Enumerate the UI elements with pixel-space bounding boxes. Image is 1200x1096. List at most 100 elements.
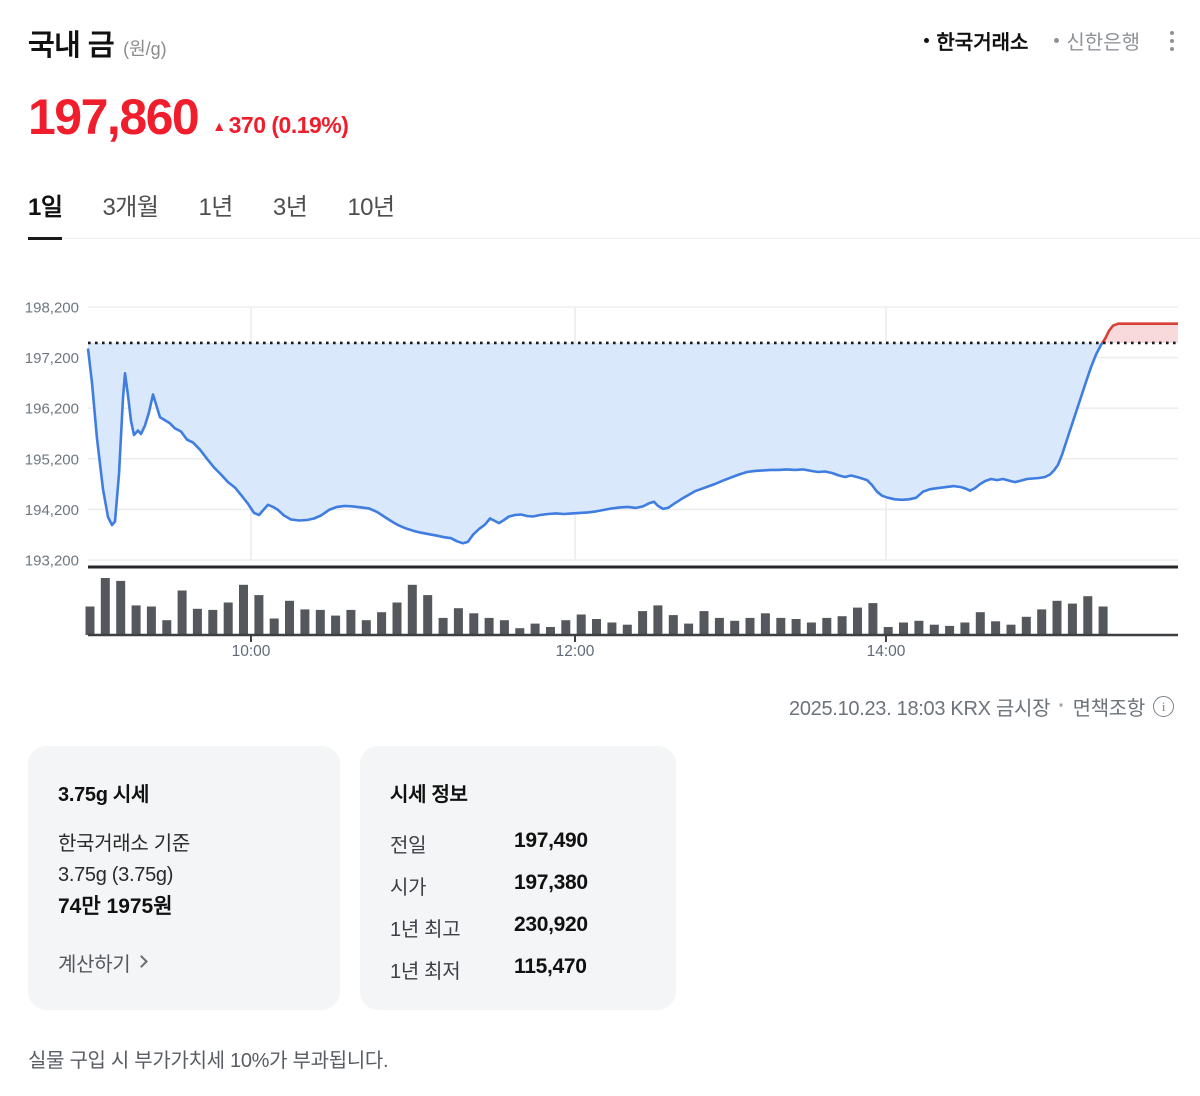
volume-bar bbox=[100, 578, 110, 635]
x-axis-label: 12:00 bbox=[556, 643, 595, 660]
volume-bar bbox=[592, 619, 601, 635]
source-option-shinhan[interactable]: 신한은행 bbox=[1054, 26, 1140, 55]
volume-bar bbox=[745, 617, 755, 635]
volume-bar bbox=[131, 605, 141, 635]
price-block: 197,860 ▲ 370 (0.19%) bbox=[28, 92, 349, 142]
chevron-right-icon bbox=[135, 955, 149, 968]
volume-bar bbox=[730, 620, 740, 636]
volume-bar bbox=[638, 611, 648, 635]
area-above-ref bbox=[1102, 323, 1178, 343]
volume-bar bbox=[561, 620, 571, 635]
x-axis-label: 10:00 bbox=[232, 643, 271, 660]
volume-bar bbox=[622, 624, 632, 635]
volume-bar bbox=[776, 617, 786, 635]
page-title-unit: (원/g) bbox=[123, 39, 167, 59]
quote-price: 74만 1975원 bbox=[58, 895, 173, 918]
volume-bar bbox=[822, 617, 832, 635]
volume-bar bbox=[300, 609, 310, 636]
volume-bar bbox=[760, 613, 770, 635]
volume-bar bbox=[208, 609, 218, 635]
card-375g-quote: 3.75g 시세 한국거래소 기준 3.75g (3.75g) 74만 1975… bbox=[28, 746, 340, 1010]
volume-bar bbox=[914, 620, 924, 636]
volume-bar bbox=[791, 619, 801, 635]
volume-bar bbox=[515, 628, 525, 635]
y-axis-label: 197,200 bbox=[25, 350, 79, 367]
source-option-krx[interactable]: 한국거래소 bbox=[924, 26, 1028, 55]
volume-bar bbox=[361, 620, 371, 635]
quote-basis: 한국거래소 기준 bbox=[58, 833, 190, 855]
volume-bar bbox=[453, 608, 463, 635]
volume-bar bbox=[239, 584, 248, 635]
volume-bar bbox=[285, 600, 294, 635]
volume-bar bbox=[576, 614, 586, 635]
volume-bar bbox=[254, 595, 264, 635]
info-row-52w-low: 1년 최저 115,470 bbox=[390, 955, 587, 983]
volume-bar bbox=[945, 625, 955, 635]
volume-bar bbox=[377, 612, 387, 635]
volume-bar bbox=[668, 615, 678, 635]
price-chart-canvas[interactable]: 198,200 197,200 196,200 195,200 194,200 193,2… bbox=[0, 290, 1200, 670]
volume-bar bbox=[1083, 596, 1093, 635]
volume-bar bbox=[162, 620, 172, 635]
y-axis-label: 195,200 bbox=[25, 451, 79, 468]
info-row-52w-high: 1년 최고 230,920 bbox=[390, 913, 588, 941]
volume-bar bbox=[177, 590, 187, 635]
volume-bar bbox=[1098, 606, 1108, 635]
tab-3years[interactable]: 3년 bbox=[272, 194, 308, 221]
volume-bar bbox=[315, 609, 325, 635]
volume-bar bbox=[1021, 616, 1031, 635]
volume-bar bbox=[806, 622, 816, 635]
tab-3months[interactable]: 3개월 bbox=[102, 194, 159, 221]
calculate-link[interactable]: 계산하기 bbox=[58, 948, 310, 977]
tab-10years[interactable]: 10년 bbox=[347, 194, 395, 221]
volume-bar bbox=[499, 620, 509, 635]
card-title: 시세 정보 bbox=[390, 784, 468, 806]
volume-bar bbox=[960, 622, 970, 635]
y-axis-label: 194,200 bbox=[25, 502, 79, 519]
volume-bar bbox=[331, 615, 341, 635]
x-axis-label: 14:00 bbox=[867, 643, 906, 660]
more-menu-icon[interactable] bbox=[1166, 29, 1178, 53]
volume-bar bbox=[192, 608, 202, 635]
period-tabs: 1일 3개월 1년 3년 10년 bbox=[28, 183, 1200, 240]
info-row-prev-close: 전일 197,490 bbox=[390, 829, 588, 857]
tab-1day[interactable]: 1일 bbox=[28, 183, 63, 240]
dot-separator: · bbox=[1058, 695, 1065, 717]
bullet-icon bbox=[924, 38, 930, 43]
calculate-link-label: 계산하기 bbox=[58, 953, 131, 976]
info-icon[interactable]: i bbox=[1153, 696, 1174, 717]
page-title: 국내 금 bbox=[28, 30, 115, 62]
volume-bar bbox=[853, 607, 862, 635]
y-axis-label: 193,200 bbox=[25, 553, 79, 570]
up-arrow-icon: ▲ bbox=[212, 117, 226, 134]
volume-bar bbox=[714, 617, 724, 635]
volume-bar bbox=[684, 623, 694, 635]
chart-stamp: 2025.10.23. 18:03 KRX 금시장 · 면책조항 i bbox=[789, 692, 1174, 721]
volume-bar bbox=[883, 627, 893, 635]
tab-1year[interactable]: 1년 bbox=[198, 194, 233, 221]
bullet-icon bbox=[1054, 38, 1060, 43]
volume-bar bbox=[546, 627, 555, 635]
volume-bar bbox=[346, 609, 356, 635]
volume-bar bbox=[929, 624, 939, 635]
disclaimer-link[interactable]: 면책조항 bbox=[1072, 698, 1146, 720]
volume-bar bbox=[484, 617, 494, 635]
price-change-text: 370 (0.19%) bbox=[228, 112, 349, 138]
y-axis-label: 198,200 bbox=[25, 300, 79, 317]
volume-bar bbox=[407, 584, 417, 635]
volume-bar bbox=[392, 602, 402, 635]
volume-bar bbox=[146, 606, 156, 635]
area-below-ref bbox=[88, 342, 1178, 544]
header: 국내 금 (원/g) 한국거래소 신한은행 bbox=[28, 22, 1178, 64]
source-option-label: 신한은행 bbox=[1066, 32, 1140, 54]
volume-bar bbox=[438, 617, 448, 635]
price-change: ▲ 370 (0.19%) bbox=[212, 112, 349, 142]
vat-footnote: 실물 구입 시 부가가치세 10%가 부과됩니다. bbox=[28, 1050, 389, 1072]
volume-bar bbox=[469, 613, 479, 635]
volume-bar bbox=[1006, 624, 1016, 635]
volume-bar bbox=[699, 611, 709, 635]
title-wrap: 국내 금 (원/g) bbox=[28, 22, 167, 64]
volume-bar bbox=[653, 605, 663, 635]
volume-bar bbox=[975, 612, 985, 635]
volume-bar bbox=[837, 616, 847, 635]
